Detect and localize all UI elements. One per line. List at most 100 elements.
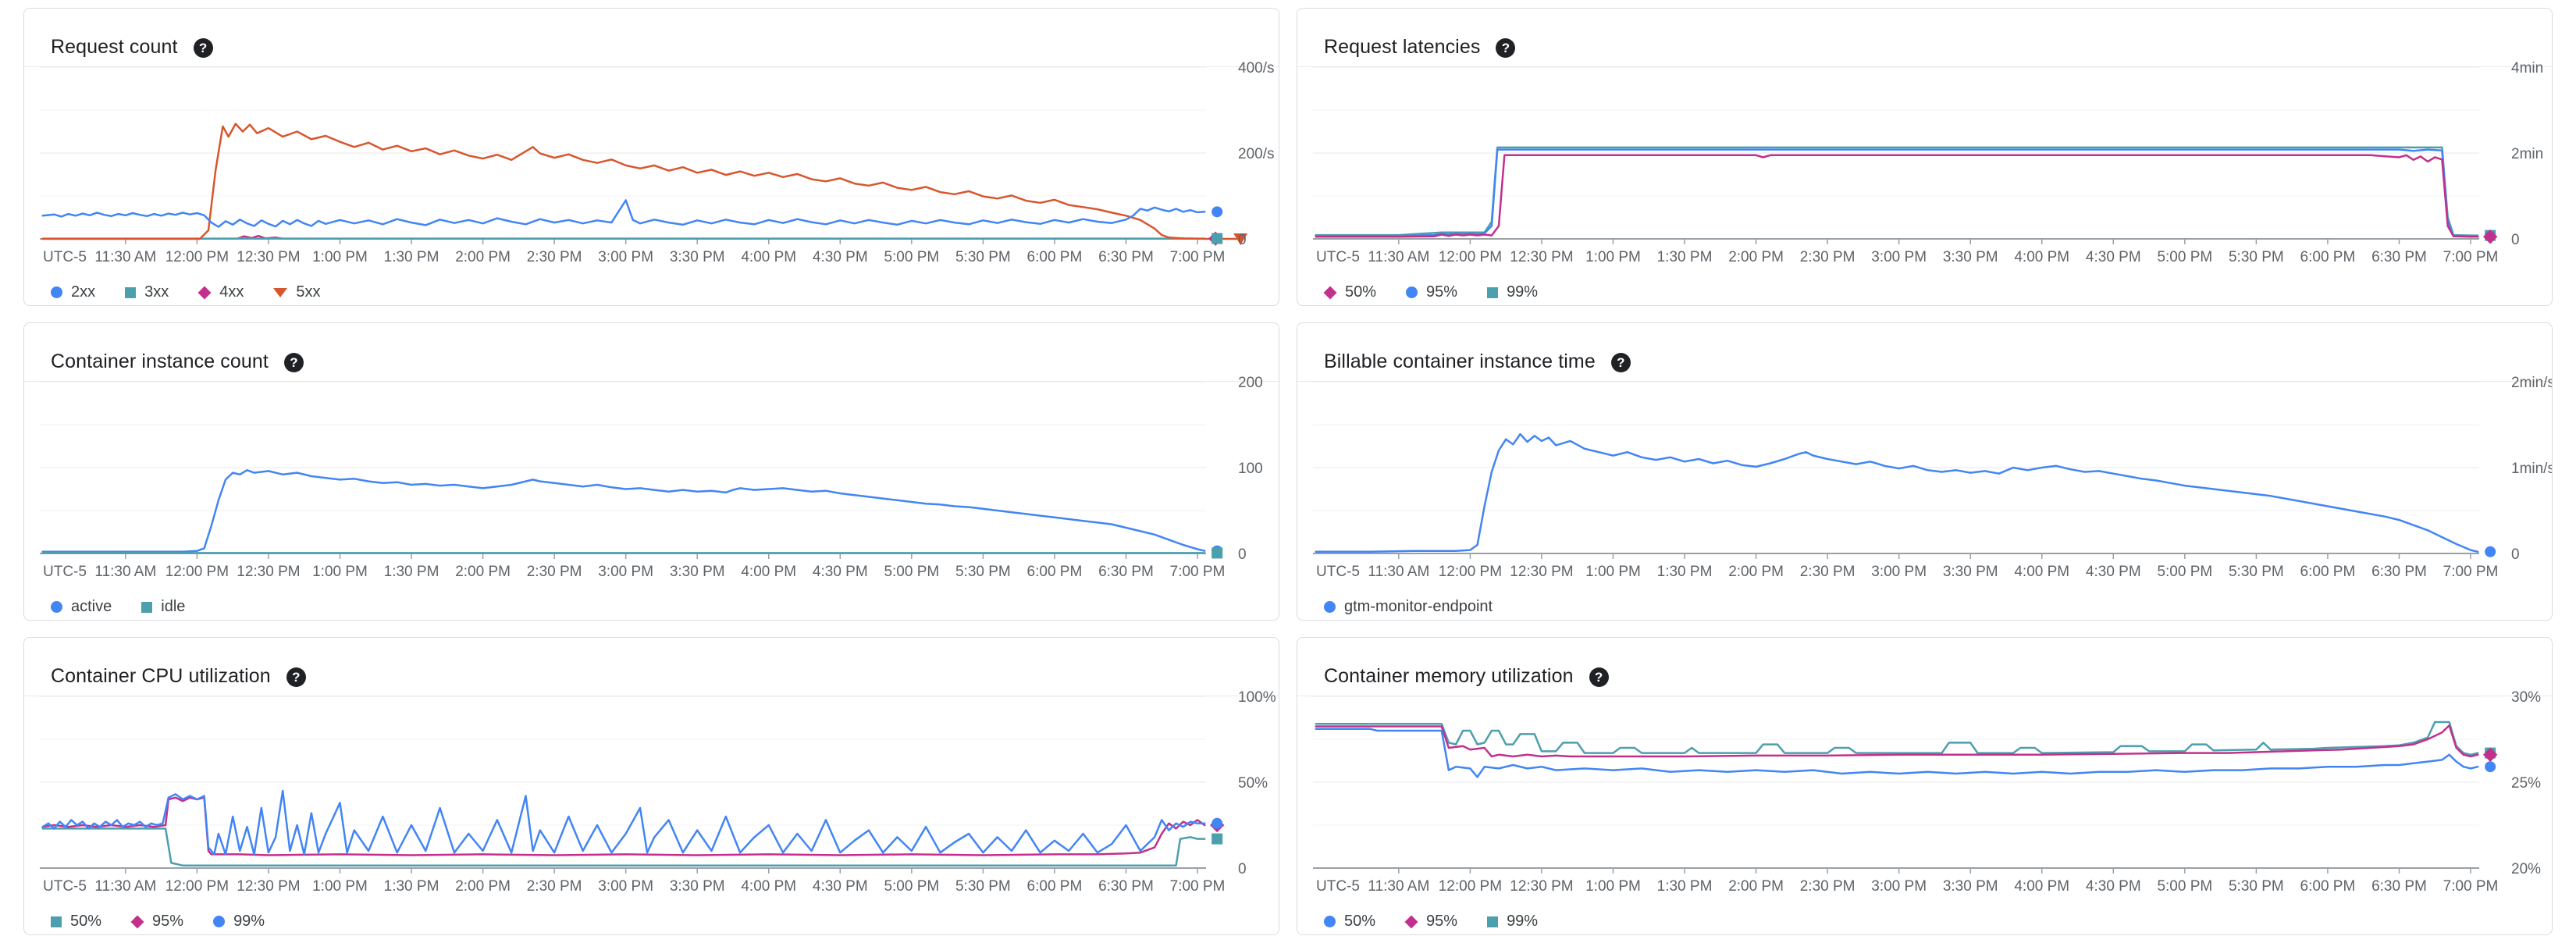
- legend-item-gtm-monitor-endpoint[interactable]: gtm-monitor-endpoint: [1324, 598, 1493, 616]
- svg-text:7:00 PM: 7:00 PM: [1170, 249, 1226, 265]
- svg-text:6:30 PM: 6:30 PM: [1098, 878, 1154, 895]
- svg-text:4:00 PM: 4:00 PM: [741, 249, 796, 265]
- svg-text:0: 0: [1238, 232, 1247, 248]
- legend-item-2xx[interactable]: 2xx: [51, 283, 95, 301]
- svg-text:1:30 PM: 1:30 PM: [1657, 249, 1713, 265]
- svg-text:6:30 PM: 6:30 PM: [2371, 564, 2427, 580]
- legend-item-idle[interactable]: idle: [141, 598, 185, 616]
- request-count-plot[interactable]: 11:30 AM 12:00 PM 12:30 PM 1:00 PM 1:30 PM 2:…: [24, 55, 1279, 266]
- svg-text:7:00 PM: 7:00 PM: [1170, 878, 1226, 895]
- svg-text:6:00 PM: 6:00 PM: [2300, 249, 2356, 265]
- svg-text:5:00 PM: 5:00 PM: [2157, 564, 2212, 580]
- legend-item-99-[interactable]: 99%: [213, 913, 265, 931]
- svg-text:12:00 PM: 12:00 PM: [1439, 564, 1502, 580]
- svg-text:5:00 PM: 5:00 PM: [884, 878, 939, 895]
- container-instance-count-legend: active idle: [24, 598, 1279, 616]
- legend-item-99-[interactable]: 99%: [1487, 283, 1538, 301]
- help-icon[interactable]: ?: [286, 667, 306, 687]
- svg-text:4:00 PM: 4:00 PM: [2014, 564, 2069, 580]
- svg-text:12:30 PM: 12:30 PM: [237, 878, 300, 895]
- svg-text:5:00 PM: 5:00 PM: [2157, 249, 2212, 265]
- container-memory-utilization-plot[interactable]: 11:30 AM 12:00 PM 12:30 PM 1:00 PM 1:30 PM 2:…: [1297, 685, 2552, 895]
- svg-text:UTC-5: UTC-5: [43, 249, 87, 265]
- svg-text:6:30 PM: 6:30 PM: [1098, 249, 1154, 265]
- svg-text:4:00 PM: 4:00 PM: [741, 564, 796, 580]
- svg-text:3:00 PM: 3:00 PM: [1871, 249, 1927, 265]
- legend-item-50-[interactable]: 50%: [1323, 283, 1376, 301]
- container-instance-count-plot[interactable]: 11:30 AM 12:00 PM 12:30 PM 1:00 PM 1:30 PM 2:…: [24, 370, 1279, 581]
- svg-text:2:00 PM: 2:00 PM: [455, 878, 511, 895]
- square-marker-icon: [51, 916, 62, 927]
- svg-text:5:30 PM: 5:30 PM: [955, 564, 1011, 580]
- request-latencies-legend: 50% 95% 99%: [1297, 283, 2552, 301]
- svg-text:11:30 AM: 11:30 AM: [94, 878, 156, 895]
- svg-text:100: 100: [1238, 461, 1263, 477]
- request-latencies-plot[interactable]: 11:30 AM 12:00 PM 12:30 PM 1:00 PM 1:30 PM 2:…: [1297, 55, 2552, 266]
- legend-item-95-[interactable]: 95%: [1406, 283, 1457, 301]
- svg-text:3:30 PM: 3:30 PM: [670, 564, 725, 580]
- svg-text:3:00 PM: 3:00 PM: [598, 878, 653, 895]
- circle-marker-icon: [51, 601, 62, 613]
- svg-text:6:30 PM: 6:30 PM: [1098, 564, 1154, 580]
- svg-text:12:30 PM: 12:30 PM: [1510, 249, 1573, 265]
- svg-text:6:00 PM: 6:00 PM: [2300, 564, 2356, 580]
- svg-text:UTC-5: UTC-5: [1316, 878, 1360, 895]
- legend-label: active: [71, 598, 112, 615]
- svg-text:1:00 PM: 1:00 PM: [1585, 564, 1641, 580]
- svg-text:4:30 PM: 4:30 PM: [2086, 249, 2141, 265]
- container-cpu-utilization-plot[interactable]: 11:30 AM 12:00 PM 12:30 PM 1:00 PM 1:30 PM 2:…: [24, 685, 1279, 895]
- svg-text:2min/s: 2min/s: [2511, 375, 2553, 391]
- svg-text:3:00 PM: 3:00 PM: [598, 564, 653, 580]
- diamond-marker-icon: [1323, 286, 1337, 299]
- svg-text:3:30 PM: 3:30 PM: [1943, 878, 1998, 895]
- legend-item-4xx[interactable]: 4xx: [197, 283, 244, 301]
- svg-text:2:30 PM: 2:30 PM: [527, 878, 582, 895]
- billable-instance-time-plot[interactable]: 11:30 AM 12:00 PM 12:30 PM 1:00 PM 1:30 PM 2:…: [1297, 370, 2552, 581]
- svg-text:7:00 PM: 7:00 PM: [2443, 878, 2499, 895]
- diamond-marker-icon: [130, 915, 144, 928]
- legend-item-50-[interactable]: 50%: [51, 913, 101, 931]
- container-memory-utilization-legend: 50% 95% 99%: [1297, 913, 2552, 931]
- svg-text:11:30 AM: 11:30 AM: [94, 564, 156, 580]
- help-icon[interactable]: ?: [1496, 38, 1516, 58]
- svg-text:12:30 PM: 12:30 PM: [1510, 564, 1573, 580]
- help-icon[interactable]: ?: [193, 38, 213, 58]
- legend-item-95-[interactable]: 95%: [1404, 913, 1458, 931]
- svg-text:2min: 2min: [2511, 146, 2543, 162]
- legend-item-99-[interactable]: 99%: [1487, 913, 1538, 931]
- legend-item-5xx[interactable]: 5xx: [273, 283, 321, 301]
- svg-text:4:00 PM: 4:00 PM: [2014, 878, 2069, 895]
- legend-item-50-[interactable]: 50%: [1324, 913, 1375, 931]
- svg-text:5:00 PM: 5:00 PM: [2157, 878, 2212, 895]
- svg-text:4:30 PM: 4:30 PM: [813, 564, 868, 580]
- chart-title: Container memory utilization: [1324, 665, 1574, 687]
- triangle-marker-icon: [273, 287, 288, 297]
- svg-text:30%: 30%: [2511, 689, 2541, 706]
- svg-text:2:00 PM: 2:00 PM: [455, 249, 511, 265]
- svg-text:1:00 PM: 1:00 PM: [312, 564, 368, 580]
- legend-item-95-[interactable]: 95%: [130, 913, 183, 931]
- chart-title: Request latencies: [1324, 36, 1481, 58]
- svg-text:5:00 PM: 5:00 PM: [884, 249, 939, 265]
- svg-text:3:00 PM: 3:00 PM: [598, 249, 653, 265]
- legend-label: 5xx: [296, 283, 321, 301]
- svg-text:2:30 PM: 2:30 PM: [1800, 249, 1856, 265]
- help-icon[interactable]: ?: [1589, 667, 1609, 687]
- chart-title: Billable container instance time: [1324, 351, 1596, 372]
- svg-text:50%: 50%: [1238, 775, 1268, 792]
- square-marker-icon: [125, 286, 137, 298]
- svg-text:6:30 PM: 6:30 PM: [2371, 249, 2427, 265]
- svg-text:5:30 PM: 5:30 PM: [2229, 564, 2284, 580]
- legend-item-3xx[interactable]: 3xx: [125, 283, 169, 301]
- help-icon[interactable]: ?: [1610, 353, 1631, 372]
- help-icon[interactable]: ?: [283, 353, 304, 372]
- svg-text:4:30 PM: 4:30 PM: [813, 878, 868, 895]
- svg-text:UTC-5: UTC-5: [43, 564, 87, 580]
- legend-item-active[interactable]: active: [51, 598, 112, 616]
- svg-text:1:30 PM: 1:30 PM: [1657, 878, 1713, 895]
- chart-title: Container CPU utilization: [51, 665, 271, 687]
- legend-label: 95%: [1426, 283, 1458, 301]
- circle-marker-icon: [51, 286, 62, 298]
- svg-text:4:00 PM: 4:00 PM: [741, 878, 796, 895]
- legend-label: 95%: [1426, 913, 1458, 930]
